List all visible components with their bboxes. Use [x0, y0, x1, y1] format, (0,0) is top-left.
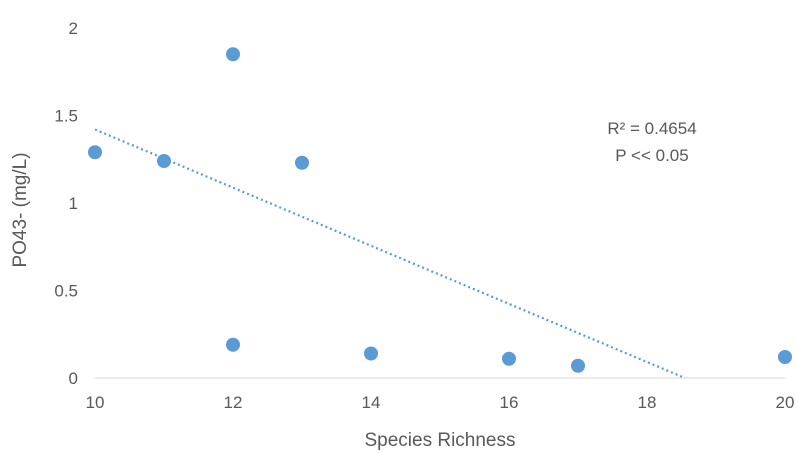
- y-tick-labels: 0 0.5 1 1.5 2: [54, 19, 78, 388]
- x-tick-labels: 10 12 14 16 18 20: [86, 393, 795, 412]
- data-point: [571, 358, 585, 373]
- x-tick-label: 16: [500, 393, 519, 412]
- data-point: [226, 47, 240, 62]
- data-point: [157, 154, 171, 168]
- y-tick-label: 2: [69, 19, 78, 38]
- data-point: [778, 350, 792, 364]
- y-tick-label: 0: [69, 369, 78, 388]
- x-tick-label: 10: [86, 393, 105, 412]
- data-point: [502, 351, 516, 366]
- x-tick-label: 18: [638, 393, 657, 412]
- data-point: [295, 155, 309, 170]
- p-value-annotation: P << 0.05: [615, 146, 688, 165]
- data-points: [88, 47, 792, 373]
- y-axis-title: PO43- (mg/L): [10, 152, 31, 267]
- y-tick-label: 0.5: [54, 282, 78, 301]
- data-point: [226, 337, 240, 352]
- r-squared-annotation: R² = 0.4654: [607, 119, 696, 138]
- y-tick-label: 1: [69, 194, 78, 213]
- trendline: [94, 128, 686, 380]
- x-tick-label: 12: [224, 393, 243, 412]
- x-axis-title: Species Richness: [364, 430, 515, 451]
- data-point: [88, 145, 102, 160]
- y-tick-label: 1.5: [54, 107, 78, 126]
- data-point: [364, 346, 378, 361]
- x-tick-label: 20: [776, 393, 795, 412]
- x-tick-label: 14: [362, 393, 381, 412]
